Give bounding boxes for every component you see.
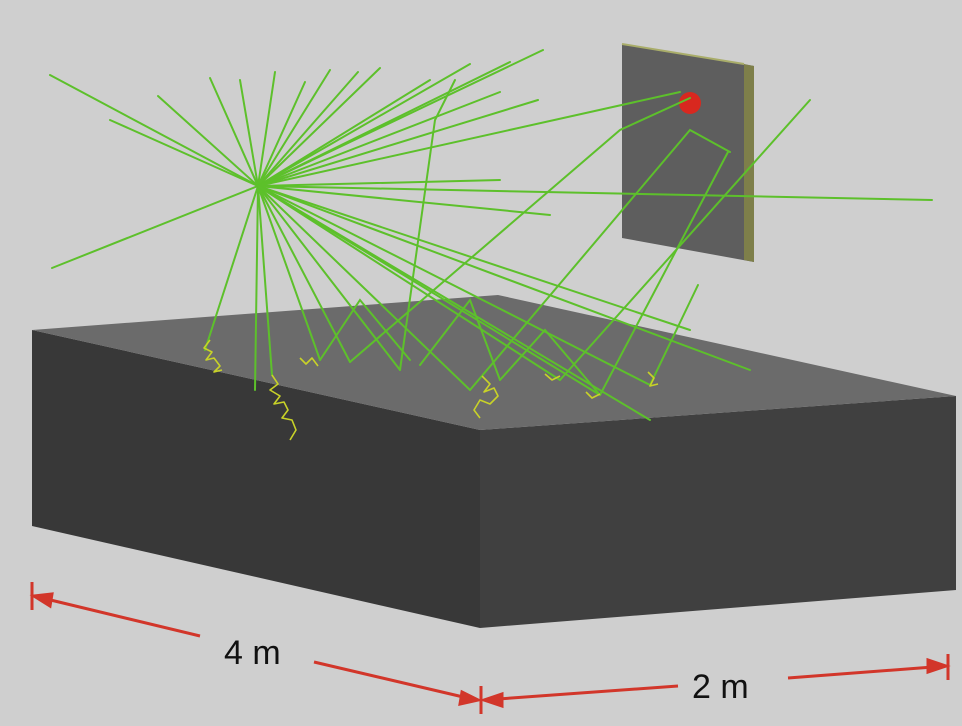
trajectory <box>257 185 751 371</box>
trajectory <box>257 71 276 187</box>
hit-marker <box>679 92 701 114</box>
width-line-right <box>787 664 947 680</box>
block-front-face <box>32 330 480 628</box>
trajectory <box>109 119 259 187</box>
trajectory <box>257 185 551 216</box>
scatter-path <box>269 374 297 441</box>
trajectory <box>257 91 501 187</box>
block-side-face <box>480 396 956 628</box>
trajectory <box>257 185 321 361</box>
width-dimension-label: 2 m <box>692 668 749 706</box>
trajectory <box>257 81 306 187</box>
trajectory <box>51 185 259 269</box>
trajectory <box>469 128 731 391</box>
scattering-clusters <box>203 339 659 441</box>
trajectory <box>257 99 539 187</box>
trajectory <box>349 97 691 363</box>
length-line-left <box>33 594 201 638</box>
trajectory <box>209 77 259 187</box>
trajectory <box>257 185 351 363</box>
trajectory <box>257 67 381 187</box>
scatter-path <box>544 373 561 381</box>
trajectory <box>257 63 471 187</box>
trajectory <box>319 298 411 361</box>
trajectory <box>157 95 259 187</box>
trajectory <box>257 185 691 331</box>
length-line-right <box>313 660 477 702</box>
trajectory <box>239 79 259 187</box>
panel-top-edge <box>621 43 745 65</box>
trajectory <box>419 297 501 381</box>
trajectory <box>649 284 699 386</box>
trajectory <box>599 151 729 396</box>
trajectory <box>257 185 933 201</box>
trajectory <box>257 185 601 396</box>
scatter-path <box>299 357 319 367</box>
trajectory <box>257 79 431 187</box>
panel-edge <box>744 64 754 262</box>
scatter-path <box>203 339 223 373</box>
length-arrow-right <box>458 689 483 706</box>
trajectory <box>254 185 259 391</box>
scatter-path <box>473 375 499 419</box>
trajectory <box>257 71 359 187</box>
scatter-path <box>585 391 601 399</box>
particle-trajectories <box>49 49 933 421</box>
trajectory <box>257 185 273 376</box>
trajectory <box>559 99 811 381</box>
scatter-path <box>647 371 659 387</box>
trajectory <box>257 69 331 187</box>
trajectory <box>257 185 561 381</box>
trajectory <box>499 328 601 396</box>
length-dimension-label: 4 m <box>224 634 281 672</box>
trajectory <box>399 79 456 371</box>
width-arrow-right <box>926 657 951 675</box>
trajectory <box>257 91 681 187</box>
trajectory <box>257 179 501 187</box>
trajectory <box>257 185 471 391</box>
trajectory <box>49 74 259 187</box>
width-line-left <box>483 684 679 702</box>
dimension-annotations <box>29 582 951 714</box>
trajectory <box>257 61 511 187</box>
trajectory <box>204 185 259 351</box>
